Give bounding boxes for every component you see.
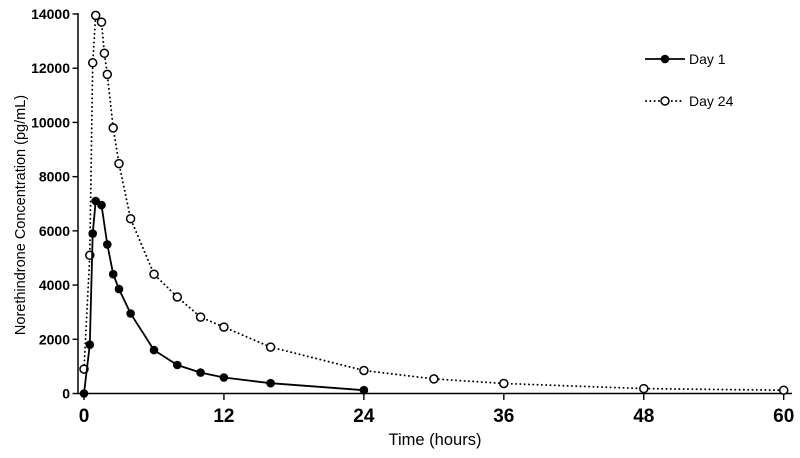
day-1-data-point: [97, 200, 106, 210]
day-24-data-point: [195, 312, 206, 322]
x-tick-label: 24: [353, 406, 375, 427]
y-tick-label: 6000: [39, 223, 70, 239]
day-24-data-point: [149, 269, 159, 279]
y-tick-label: 0: [62, 386, 70, 402]
x-tick-label: 48: [633, 406, 654, 427]
x-axis-title: Time (hours): [388, 431, 482, 449]
day-24-data-point: [429, 374, 439, 384]
day-1-data-point: [79, 389, 89, 398]
day-24-data-point: [99, 48, 110, 59]
filled-circle-marker: [660, 54, 670, 64]
legend-label-day-1: Day 1: [689, 51, 726, 67]
day-24-data-point: [219, 322, 229, 332]
day-1-data-point: [149, 345, 159, 355]
day-1-data-point: [114, 284, 124, 294]
day-1-data-point: [88, 229, 97, 238]
day-1-data-point: [359, 385, 369, 395]
day-24-data-point: [114, 158, 124, 169]
day-24-data-point: [87, 58, 98, 68]
day-24-data-point: [172, 292, 183, 302]
day-24-data-point: [778, 385, 789, 395]
day-24-data-point: [359, 365, 369, 376]
y-tick-label: 12000: [31, 60, 70, 76]
y-tick-label: 8000: [39, 169, 70, 185]
day-24-data-point: [265, 342, 276, 352]
x-tick-label: 60: [773, 406, 794, 427]
y-axis-title: Norethindrone Concentration (pg/mL): [13, 94, 29, 336]
day-24-data-point: [499, 378, 509, 389]
day-1-data-point: [196, 368, 205, 377]
day-1-data-point: [266, 378, 275, 388]
day-1-data-point: [126, 309, 135, 318]
day-24-data-point: [90, 10, 101, 21]
legend-item-day-24: Day 24: [644, 92, 733, 110]
day-1-legend-sample: [645, 54, 685, 64]
day-24-data-point: [108, 123, 118, 133]
day-1-data-point: [103, 240, 112, 249]
day-1-data-point: [173, 360, 182, 370]
y-tick-label: 4000: [39, 277, 70, 293]
legend-label-day-24: Day 24: [689, 93, 734, 109]
day-1-line: [83, 199, 364, 394]
y-tick-label: 2000: [39, 331, 70, 347]
x-tick-label: 12: [213, 406, 234, 427]
day-24-data-point: [102, 69, 113, 80]
day-24-data-point: [639, 383, 649, 394]
day-24-data-point: [96, 17, 107, 27]
open-circle-marker: [660, 96, 670, 106]
day-1-data-point: [108, 269, 118, 279]
y-tick-label: 10000: [31, 114, 70, 130]
day-24-data-point: [125, 213, 136, 224]
day-1-data-point: [219, 373, 229, 382]
legend: Day 1 Day 24: [644, 50, 733, 110]
x-tick-label: 0: [79, 406, 90, 427]
x-tick-label: 36: [493, 406, 514, 427]
y-tick-label: 14000: [31, 6, 70, 22]
day-24-line: [83, 13, 785, 392]
legend-item-day-1: Day 1: [644, 50, 733, 68]
day-1-data-point: [85, 340, 95, 350]
day-24-legend-sample: [645, 96, 685, 106]
